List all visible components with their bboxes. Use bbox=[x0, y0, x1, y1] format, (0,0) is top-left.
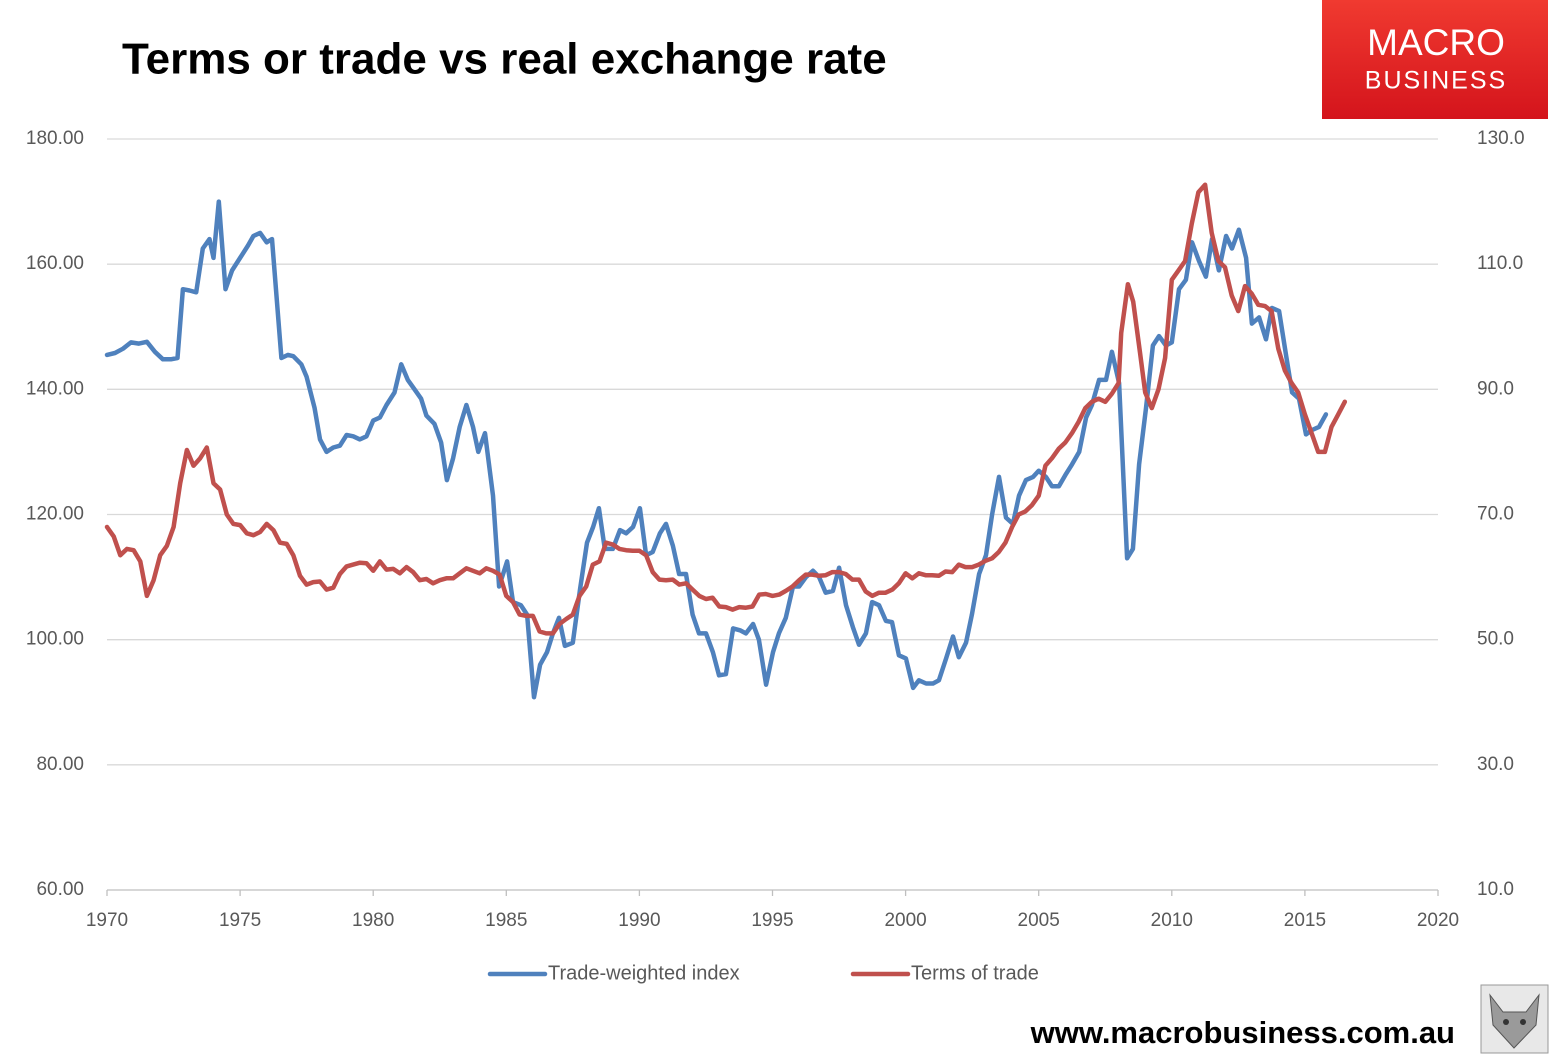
logo-box bbox=[1322, 0, 1548, 119]
x-tick-label: 1980 bbox=[352, 910, 394, 931]
legend-label: Trade-weighted index bbox=[548, 962, 740, 984]
y2-tick-label: 10.0 bbox=[1477, 879, 1514, 900]
x-tick-label: 1970 bbox=[86, 910, 128, 931]
series-line bbox=[104, 199, 1329, 700]
logo-line1: MACRO bbox=[1367, 22, 1505, 63]
y-tick-label: 100.00 bbox=[26, 629, 84, 650]
chart-title: Terms or trade vs real exchange rate bbox=[122, 35, 887, 84]
y2-tick-label: 130.0 bbox=[1477, 128, 1525, 149]
legend-label: Terms of trade bbox=[911, 962, 1039, 984]
x-tick-label: 1995 bbox=[751, 910, 793, 931]
y-tick-label: 180.00 bbox=[26, 128, 84, 149]
logo-line2: BUSINESS bbox=[1365, 67, 1507, 95]
y-tick-label: 80.00 bbox=[36, 754, 84, 775]
y-tick-label: 60.00 bbox=[36, 879, 84, 900]
x-tick-label: 2005 bbox=[1018, 910, 1060, 931]
x-tick-label: 1985 bbox=[485, 910, 527, 931]
y-tick-label: 120.00 bbox=[26, 504, 84, 525]
x-tick-label: 2020 bbox=[1417, 910, 1459, 931]
series-line bbox=[104, 182, 1348, 636]
footer-url: www.macrobusiness.com.au bbox=[1030, 1015, 1455, 1050]
y2-tick-label: 30.0 bbox=[1477, 754, 1514, 775]
y2-tick-label: 50.0 bbox=[1477, 629, 1514, 650]
x-tick-label: 1975 bbox=[219, 910, 261, 931]
y-tick-label: 160.00 bbox=[26, 253, 84, 274]
y2-tick-label: 70.0 bbox=[1477, 504, 1514, 525]
y2-tick-label: 110.0 bbox=[1477, 253, 1523, 274]
y-tick-label: 140.00 bbox=[26, 378, 84, 399]
x-tick-label: 2010 bbox=[1151, 910, 1193, 931]
x-tick-label: 1990 bbox=[618, 910, 660, 931]
x-tick-label: 2000 bbox=[884, 910, 926, 931]
wolf-icon bbox=[1480, 984, 1549, 1054]
y2-tick-label: 90.0 bbox=[1477, 378, 1514, 399]
x-tick-label: 2015 bbox=[1284, 910, 1326, 931]
